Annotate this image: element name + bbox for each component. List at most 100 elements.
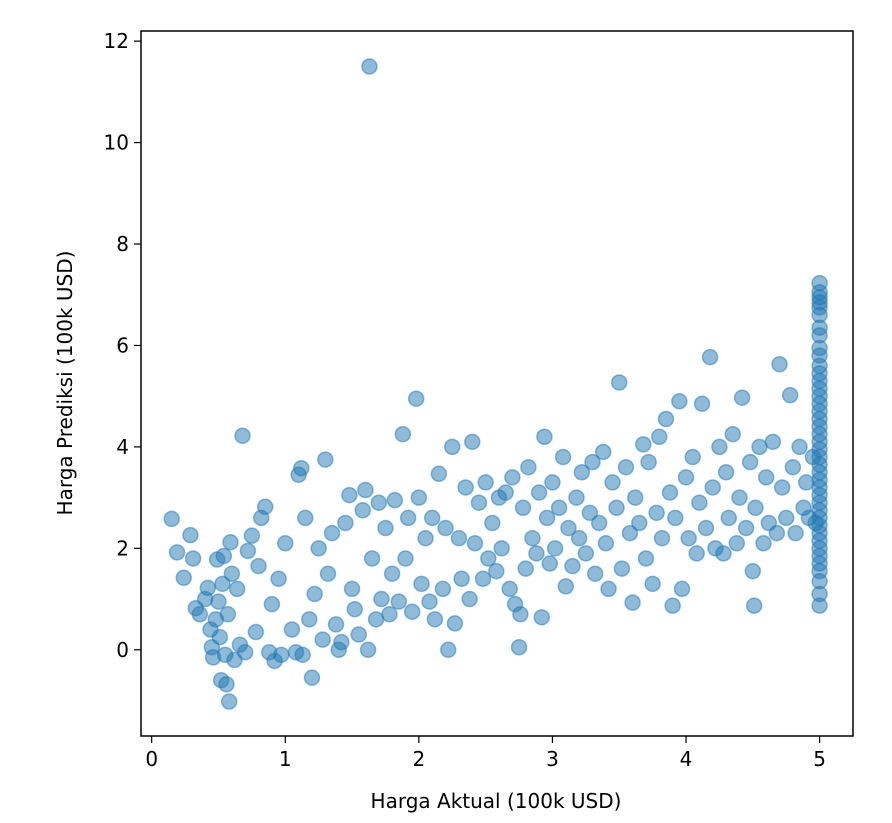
- scatter-point: [717, 464, 735, 481]
- scatter-point: [541, 555, 559, 572]
- scatter-point: [222, 534, 239, 551]
- x-axis: 0 1 2 3 4 5: [145, 736, 826, 771]
- scatter-point: [163, 510, 180, 528]
- scatter-point: [218, 676, 235, 693]
- scatter-point: [811, 597, 828, 614]
- scatter-point: [653, 529, 671, 547]
- x-tick-label: 1: [279, 747, 292, 771]
- scatter-point: [273, 646, 290, 664]
- scatter-point: [363, 550, 381, 567]
- scatter-point: [399, 509, 417, 527]
- scatter-point: [517, 560, 534, 577]
- scatter-point: [648, 504, 665, 522]
- scatter-point: [175, 569, 192, 587]
- scatter-point: [701, 348, 719, 366]
- scatter-point: [664, 597, 681, 614]
- x-axis-label: Harga Aktual (100k USD): [371, 789, 622, 813]
- scatter-point: [247, 623, 265, 641]
- scatter-point: [464, 433, 481, 451]
- scatter-point: [474, 570, 492, 588]
- scatter-point: [270, 570, 287, 588]
- scatter-point: [573, 464, 591, 481]
- scatter-point: [434, 580, 452, 598]
- scatter-point: [570, 529, 588, 547]
- scatter-point: [697, 519, 715, 537]
- scatter-point: [568, 489, 585, 506]
- scatter-point: [584, 453, 601, 471]
- scatter-point: [497, 484, 514, 501]
- scatter-point: [354, 502, 371, 519]
- scatter-point: [590, 514, 608, 532]
- scatter-point: [744, 562, 762, 580]
- scatter-point: [219, 606, 237, 623]
- scatter-point: [544, 474, 561, 491]
- scatter-point: [191, 606, 209, 623]
- points-layer: [163, 58, 828, 710]
- scatter-point: [640, 453, 657, 471]
- scatter-point: [306, 585, 323, 603]
- scatter-point: [673, 580, 691, 598]
- scatter-point: [346, 600, 363, 618]
- scatter-point: [613, 560, 631, 577]
- y-tick-label: 6: [116, 333, 129, 357]
- y-tick-label: 12: [104, 29, 129, 53]
- scatter-point: [768, 524, 786, 542]
- scatter-point: [594, 443, 612, 461]
- scatter-point: [390, 593, 408, 610]
- scatter-point: [624, 594, 641, 611]
- scatter-point: [600, 580, 617, 598]
- scatter-point: [283, 621, 301, 638]
- scatter-point: [403, 603, 421, 620]
- scatter-point: [294, 646, 311, 664]
- x-tick-label: 3: [546, 747, 559, 771]
- scatter-point: [357, 481, 374, 499]
- scatter-point: [621, 524, 639, 542]
- plot-area-frame: [140, 30, 854, 737]
- scatter-point: [314, 631, 331, 648]
- scatter-point: [211, 628, 229, 646]
- scatter-point: [777, 509, 795, 527]
- scatter-point: [466, 535, 484, 552]
- scatter-point: [635, 436, 652, 453]
- scatter-point: [480, 550, 497, 567]
- scatter-point: [303, 669, 321, 686]
- scatter-point: [256, 498, 274, 515]
- scatter-point: [310, 540, 327, 557]
- scatter-point: [657, 410, 675, 428]
- scatter-point: [453, 570, 470, 588]
- scatter-point: [439, 641, 457, 659]
- scatter-point: [394, 425, 412, 443]
- y-axis: 0 2 4 6 8 10 12: [104, 29, 141, 662]
- scatter-point: [691, 494, 708, 511]
- scatter-point: [223, 565, 241, 582]
- scatter-point: [446, 615, 464, 632]
- scatter-point: [297, 509, 314, 527]
- scatter-point: [550, 499, 568, 517]
- scatter-point: [733, 389, 751, 406]
- scatter-point: [554, 448, 572, 466]
- scatter-point: [510, 638, 528, 656]
- scatter-point: [533, 609, 550, 626]
- scatter-point: [450, 529, 468, 547]
- scatter-point: [343, 580, 361, 598]
- scatter-point: [350, 626, 367, 643]
- scatter-point: [724, 425, 742, 443]
- scatter-point: [413, 575, 430, 593]
- scatter-point: [361, 58, 378, 75]
- scatter-point: [671, 393, 688, 410]
- scatter-point: [337, 514, 354, 532]
- scatter-point: [787, 524, 804, 542]
- scatter-point: [755, 535, 772, 552]
- scatter-point: [373, 590, 390, 608]
- scatter-point: [293, 459, 310, 477]
- scatter-point: [426, 611, 444, 628]
- scatter-point: [528, 545, 545, 562]
- scatter-point: [239, 542, 257, 560]
- scatter-point: [243, 527, 261, 544]
- scatter-point: [407, 390, 425, 407]
- x-tick-label: 5: [813, 747, 826, 771]
- scatter-point: [720, 509, 738, 527]
- scatter-point: [370, 494, 388, 511]
- scatter-point: [711, 438, 728, 456]
- scatter-point: [617, 458, 635, 476]
